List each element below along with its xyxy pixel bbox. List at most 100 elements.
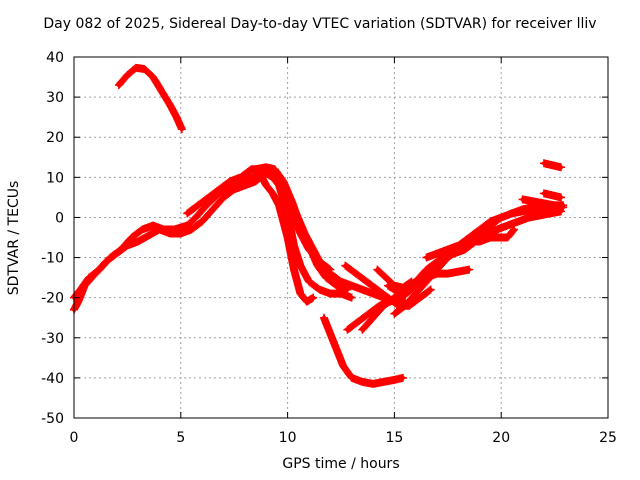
data-point: [541, 191, 546, 196]
data-point: [407, 303, 412, 308]
data-point: [174, 115, 179, 120]
x-tick-label: 10: [279, 430, 297, 446]
data-point: [249, 175, 254, 180]
data-point: [548, 211, 553, 216]
series-arc-14: [422, 225, 519, 262]
data-point: [467, 239, 472, 244]
data-point: [366, 311, 371, 316]
x-tick-label: 5: [176, 430, 185, 446]
x-tick-label: 0: [70, 430, 79, 446]
data-point: [445, 271, 450, 276]
data-point: [371, 291, 376, 296]
data-point: [200, 219, 205, 224]
data-point: [413, 291, 418, 296]
data-point: [264, 183, 269, 188]
series-arc-13: [373, 265, 416, 292]
data-point: [317, 259, 322, 264]
data-point: [281, 179, 286, 184]
series-arc-16: [539, 189, 566, 202]
data-point: [392, 311, 397, 316]
y-tick-label: 10: [46, 170, 64, 186]
data-point: [306, 279, 311, 284]
data-point: [339, 291, 343, 296]
data-point: [537, 213, 542, 218]
data-point: [520, 209, 525, 214]
data-point: [178, 231, 183, 236]
data-point: [349, 295, 354, 300]
series-arc-17: [539, 159, 566, 172]
data-point: [324, 275, 329, 280]
series-arc-3: [70, 169, 318, 306]
data-point: [360, 379, 365, 384]
data-point: [249, 167, 254, 172]
data-point: [343, 263, 348, 268]
data-point: [396, 303, 401, 308]
data-point: [242, 183, 247, 188]
data-point: [136, 239, 141, 244]
grid-lines: [74, 57, 608, 418]
data-point: [76, 299, 81, 304]
data-point: [375, 287, 380, 292]
series-arc-1: [114, 63, 186, 134]
data-point: [185, 211, 190, 216]
data-point: [168, 103, 173, 108]
data-point: [133, 65, 138, 70]
data-point: [550, 163, 555, 168]
data-point: [334, 347, 339, 352]
data-point: [381, 303, 386, 308]
data-point: [413, 279, 418, 284]
data-point: [516, 219, 521, 224]
data-point: [541, 161, 546, 166]
x-tick-label: 25: [599, 430, 617, 446]
data-point: [435, 259, 440, 264]
y-tick-label: -50: [41, 411, 64, 427]
data-point: [298, 291, 303, 296]
data-point: [253, 179, 258, 184]
data-point: [253, 167, 258, 172]
data-point: [381, 379, 386, 384]
data-point: [285, 199, 290, 204]
data-point: [151, 75, 156, 80]
data-point: [317, 287, 322, 292]
data-point: [499, 215, 504, 220]
data-point: [550, 193, 555, 198]
data-point: [559, 165, 564, 170]
data-point: [456, 269, 461, 274]
data-point: [360, 287, 365, 292]
data-point: [179, 127, 184, 132]
data-point: [349, 283, 354, 288]
data-point: [118, 247, 123, 252]
data-point: [217, 187, 222, 192]
data-point: [428, 287, 433, 292]
data-point: [552, 203, 557, 208]
data-point: [86, 275, 91, 280]
data-point: [97, 267, 102, 272]
y-tick-label: -40: [41, 371, 64, 387]
data-point: [298, 231, 303, 236]
y-tick-label: 0: [55, 210, 64, 226]
data-point: [116, 83, 121, 88]
data-point: [409, 279, 414, 284]
data-point: [172, 227, 177, 232]
data-point: [477, 231, 482, 236]
y-tick-label: -20: [41, 291, 64, 307]
y-tick-label: 40: [46, 50, 64, 66]
data-point: [129, 235, 134, 240]
data-point: [334, 283, 339, 288]
data-point: [270, 191, 275, 196]
data-point: [520, 197, 525, 202]
data-point: [292, 215, 297, 220]
data-point: [321, 315, 326, 320]
data-point: [364, 279, 369, 284]
x-axis-label: GPS time / hours: [282, 456, 400, 472]
data-point: [392, 377, 397, 382]
data-point: [146, 233, 151, 238]
data-point: [456, 243, 461, 248]
data-point: [279, 187, 284, 192]
data-point: [108, 255, 113, 260]
data-point: [328, 291, 333, 296]
data-point: [435, 251, 440, 256]
data-point: [424, 275, 429, 280]
data-point: [232, 187, 237, 192]
